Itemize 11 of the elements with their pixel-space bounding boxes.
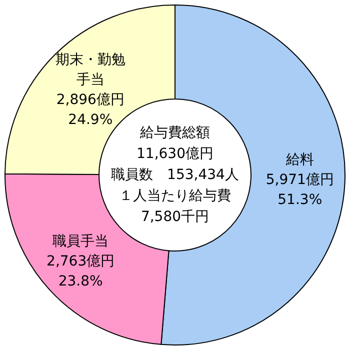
slice-label: 給料 — [284, 152, 314, 168]
text: 給与費総額 — [139, 124, 210, 141]
slice-label: 職員手当 — [52, 233, 109, 250]
text: 職員数 153,434人 — [111, 166, 239, 183]
data-label: 2,896億円 24.9% — [56, 92, 124, 128]
text: １人当たり給与費 — [119, 188, 231, 204]
data-label: 5,971億円 51.3% — [266, 172, 334, 208]
text: 11,630億円 — [136, 146, 214, 162]
slice-label: 期末・勤勉手当 — [55, 52, 126, 88]
text: 7,580千円 — [140, 208, 210, 225]
data-label: 2,763億円 23.8% — [46, 253, 115, 290]
